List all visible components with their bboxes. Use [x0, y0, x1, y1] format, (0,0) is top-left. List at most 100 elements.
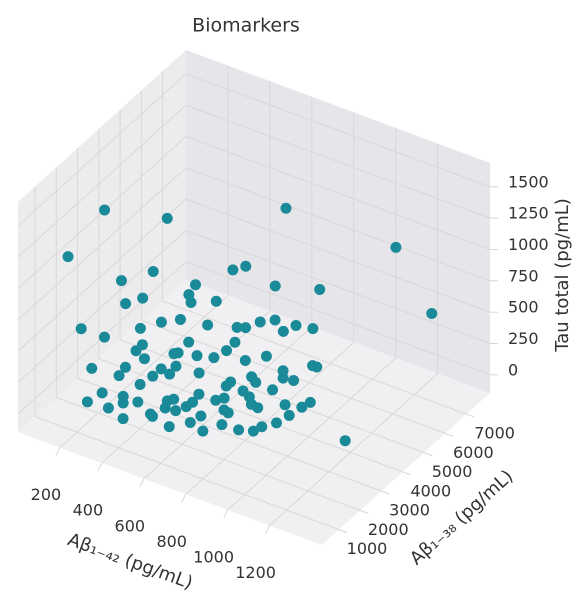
point	[99, 204, 111, 216]
point	[96, 387, 108, 399]
x-tick-label: 800	[156, 532, 187, 551]
point	[240, 260, 252, 272]
point	[155, 363, 167, 375]
point	[239, 354, 251, 366]
x-tick-label: 400	[73, 501, 104, 520]
back-pane	[186, 50, 490, 393]
point	[260, 350, 272, 362]
grid-line	[269, 373, 438, 526]
grid-line	[17, 104, 187, 258]
point	[161, 395, 173, 407]
point	[240, 322, 252, 334]
grid-line	[185, 261, 491, 376]
y-tick	[338, 529, 348, 534]
y-tick	[381, 490, 390, 495]
point	[168, 348, 180, 360]
point	[304, 396, 316, 408]
point	[184, 417, 196, 429]
y-tick-label: 3000	[389, 501, 430, 520]
grid-line	[17, 167, 187, 321]
point	[231, 321, 243, 333]
z-tick-label: 500	[508, 298, 539, 317]
point	[221, 345, 233, 357]
y-tick-label: 5000	[432, 462, 473, 481]
grid-line	[227, 357, 396, 511]
grid-line	[185, 136, 491, 250]
grid-line	[143, 326, 313, 480]
point	[210, 295, 222, 307]
point	[202, 319, 214, 331]
x-tick	[97, 462, 103, 472]
point	[311, 361, 323, 373]
point	[283, 409, 295, 421]
x-tick	[223, 509, 229, 519]
point	[277, 365, 289, 377]
z-tick-label: 0	[508, 360, 518, 379]
point	[174, 313, 186, 325]
point	[210, 394, 222, 406]
grid-line	[185, 341, 355, 495]
y-tick-label: 7000	[474, 424, 515, 443]
x-tick	[181, 494, 187, 503]
point	[137, 292, 149, 304]
grid	[17, 65, 498, 534]
point	[117, 397, 129, 409]
point	[144, 408, 156, 420]
grid-line	[59, 295, 229, 448]
point	[117, 413, 129, 425]
x-tick	[139, 478, 145, 487]
point	[134, 378, 146, 390]
point	[193, 388, 205, 400]
point	[98, 331, 110, 343]
left-pane	[18, 50, 186, 432]
grid-line	[101, 310, 271, 464]
grid-line	[17, 230, 187, 383]
point	[269, 280, 281, 292]
x-tick-label: 1200	[235, 563, 276, 582]
point	[208, 352, 220, 364]
point	[130, 345, 142, 357]
y-tick-label: 4000	[410, 481, 451, 500]
point	[185, 297, 197, 309]
grid-line	[185, 73, 491, 188]
point	[189, 279, 201, 291]
z-tick-label: 250	[508, 329, 539, 348]
point	[216, 419, 228, 431]
point	[134, 322, 146, 334]
point	[75, 323, 87, 335]
y-tick-label: 1000	[347, 539, 388, 558]
point	[180, 401, 192, 413]
x-tick	[55, 447, 61, 456]
point	[155, 316, 167, 328]
point	[191, 350, 203, 362]
point	[243, 391, 255, 403]
y-tick-label: 6000	[453, 443, 494, 462]
point	[254, 316, 266, 328]
point	[314, 283, 326, 295]
point	[147, 266, 159, 278]
point	[339, 435, 351, 447]
z-tick-label: 1500	[508, 172, 549, 191]
point	[426, 308, 438, 320]
y-tick	[466, 413, 475, 418]
point	[164, 368, 176, 380]
x-tick-label: 600	[115, 516, 146, 535]
y-tick	[423, 452, 433, 457]
point	[195, 410, 207, 422]
point	[197, 425, 209, 437]
point	[267, 384, 279, 396]
grid-line	[17, 198, 187, 352]
point	[279, 399, 291, 411]
point	[163, 421, 175, 433]
grid-line	[185, 104, 491, 219]
point	[218, 392, 230, 404]
point	[390, 241, 402, 253]
point	[119, 361, 131, 373]
grid-line	[185, 230, 491, 344]
point	[120, 298, 132, 310]
y-tick-label: 2000	[368, 520, 409, 539]
point	[193, 367, 205, 379]
grid-line	[56, 396, 361, 511]
grid-line	[185, 167, 491, 282]
